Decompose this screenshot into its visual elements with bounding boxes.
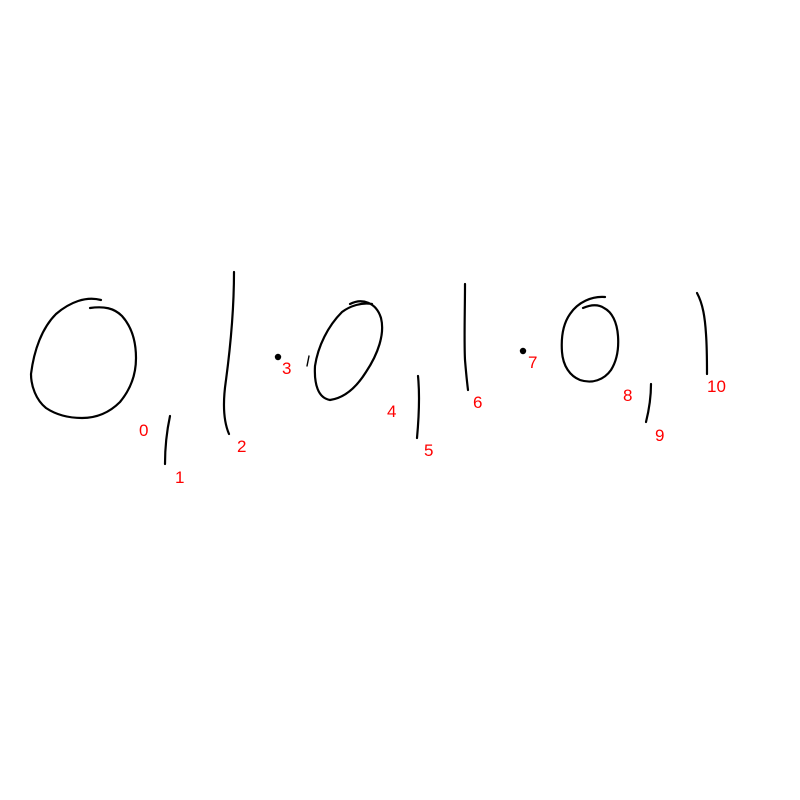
stroke-10-line [695, 291, 709, 376]
stroke-3-dot [274, 353, 282, 361]
stroke-5-line [415, 374, 421, 440]
stroke-0-loop [29, 297, 138, 420]
stroke-label-10: 10 [707, 377, 726, 396]
stroke-6-line [463, 282, 470, 392]
stroke-label-6: 6 [473, 393, 482, 412]
stroke-label-7: 7 [528, 353, 537, 372]
stroke-label-0: 0 [139, 421, 148, 440]
stroke-label-8: 8 [623, 386, 632, 405]
stroke-2-line [222, 270, 236, 436]
stroke-9-line [644, 382, 653, 424]
stroke-label-2: 2 [237, 437, 246, 456]
stroke-label-4: 4 [387, 402, 396, 421]
stroke-4-loop [313, 300, 384, 402]
stroke-1-line [163, 414, 172, 466]
stroke-label-1: 1 [175, 468, 184, 487]
stroke-label-5: 5 [424, 441, 433, 460]
stroke-label-3: 3 [282, 359, 291, 378]
stroke-tick-mark [306, 355, 310, 367]
stroke-7-dot [519, 347, 527, 355]
stroke-8-loop [560, 295, 620, 383]
stroke-label-9: 9 [655, 426, 664, 445]
